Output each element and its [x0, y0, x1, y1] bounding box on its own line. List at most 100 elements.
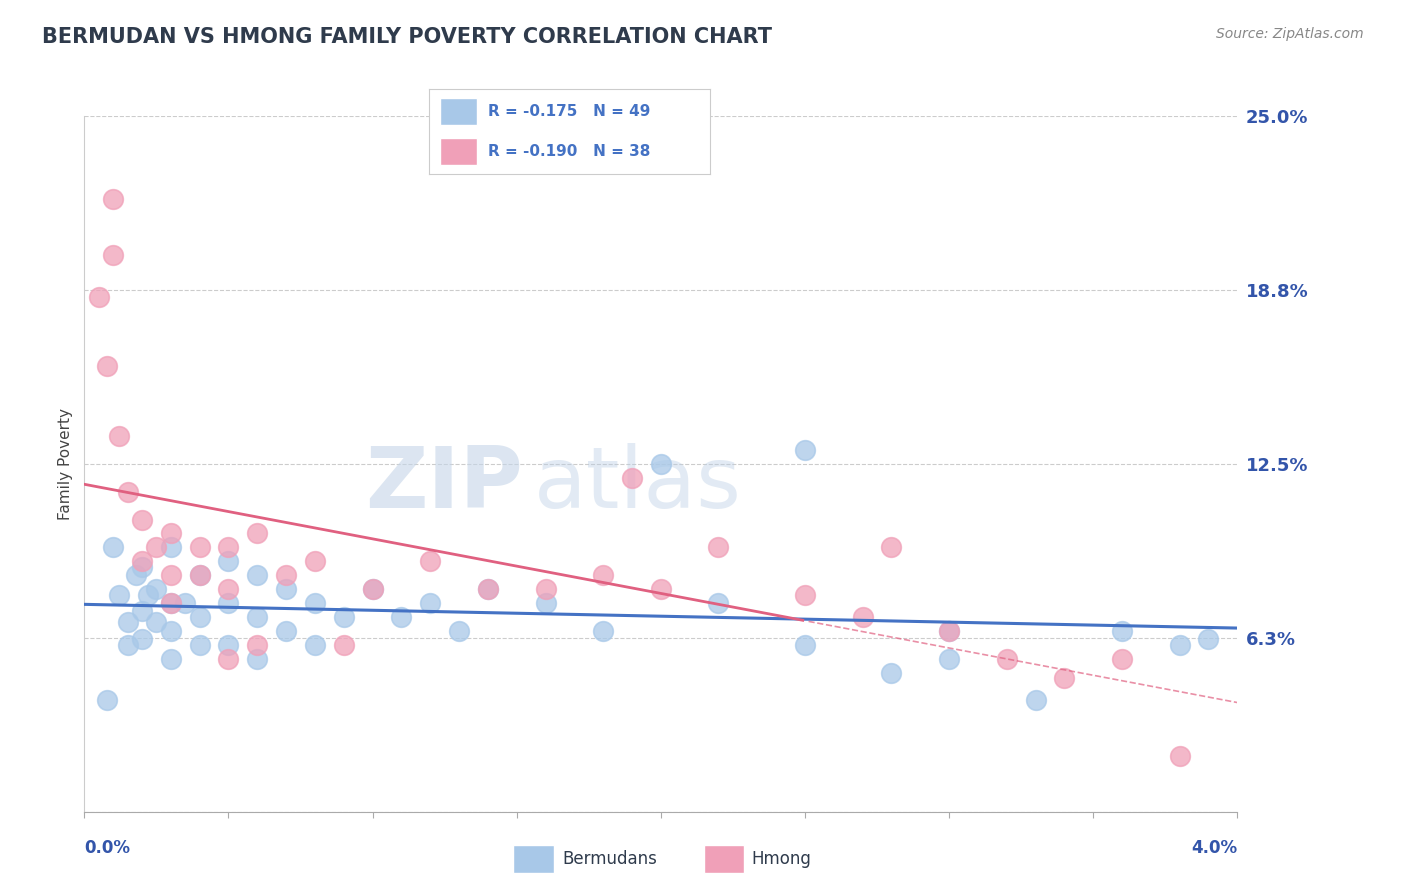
- Point: [276, 582, 298, 596]
- Point: [477, 582, 499, 596]
- Point: [218, 638, 240, 652]
- Point: [794, 588, 817, 602]
- Point: [218, 554, 240, 568]
- Point: [304, 554, 326, 568]
- Point: [218, 651, 240, 665]
- Point: [361, 582, 384, 596]
- Point: [188, 568, 211, 582]
- Point: [707, 541, 730, 555]
- Point: [103, 541, 124, 555]
- Point: [852, 610, 875, 624]
- FancyBboxPatch shape: [513, 845, 554, 872]
- Point: [117, 484, 139, 499]
- Point: [160, 651, 183, 665]
- Text: Hmong: Hmong: [751, 849, 811, 868]
- Point: [160, 526, 183, 541]
- Point: [938, 651, 960, 665]
- Point: [534, 582, 557, 596]
- Point: [117, 615, 139, 630]
- FancyBboxPatch shape: [440, 138, 477, 165]
- Point: [145, 615, 167, 630]
- Text: 4.0%: 4.0%: [1191, 839, 1237, 857]
- Point: [449, 624, 471, 638]
- Point: [880, 665, 903, 680]
- Point: [333, 638, 356, 652]
- Text: BERMUDAN VS HMONG FAMILY POVERTY CORRELATION CHART: BERMUDAN VS HMONG FAMILY POVERTY CORRELA…: [42, 27, 772, 46]
- Point: [276, 568, 298, 582]
- Text: ZIP: ZIP: [364, 443, 523, 526]
- Point: [131, 512, 153, 526]
- Point: [246, 651, 269, 665]
- Point: [534, 596, 557, 610]
- Point: [1111, 651, 1133, 665]
- Point: [103, 193, 124, 207]
- Point: [131, 632, 153, 647]
- Point: [188, 568, 211, 582]
- FancyBboxPatch shape: [703, 845, 744, 872]
- Point: [87, 290, 110, 304]
- Point: [477, 582, 499, 596]
- Point: [794, 442, 817, 457]
- Point: [160, 541, 183, 555]
- Point: [160, 596, 183, 610]
- Point: [419, 554, 441, 568]
- Point: [938, 624, 960, 638]
- Point: [145, 582, 167, 596]
- Point: [1198, 632, 1220, 647]
- Point: [108, 588, 131, 602]
- Point: [188, 638, 211, 652]
- Point: [1025, 693, 1047, 707]
- Point: [96, 359, 118, 374]
- Y-axis label: Family Poverty: Family Poverty: [58, 408, 73, 520]
- Point: [246, 638, 269, 652]
- Point: [650, 582, 672, 596]
- Point: [246, 568, 269, 582]
- Text: R = -0.175   N = 49: R = -0.175 N = 49: [488, 103, 650, 119]
- Point: [621, 471, 644, 485]
- Point: [246, 610, 269, 624]
- Point: [160, 596, 183, 610]
- Point: [136, 588, 159, 602]
- Point: [160, 568, 183, 582]
- Point: [108, 429, 131, 443]
- Point: [995, 651, 1018, 665]
- Point: [174, 596, 197, 610]
- Point: [361, 582, 384, 596]
- Point: [391, 610, 413, 624]
- Point: [246, 526, 269, 541]
- Point: [707, 596, 730, 610]
- Point: [650, 457, 672, 471]
- Point: [794, 638, 817, 652]
- Point: [304, 638, 326, 652]
- Point: [103, 248, 124, 262]
- Point: [218, 582, 240, 596]
- Point: [333, 610, 356, 624]
- Point: [160, 624, 183, 638]
- Point: [1053, 671, 1076, 685]
- Point: [188, 541, 211, 555]
- Point: [880, 541, 903, 555]
- Point: [419, 596, 441, 610]
- Point: [592, 568, 614, 582]
- FancyBboxPatch shape: [440, 98, 477, 125]
- Point: [1168, 749, 1191, 764]
- Point: [131, 559, 153, 574]
- Text: Bermudans: Bermudans: [562, 849, 658, 868]
- Point: [1168, 638, 1191, 652]
- Point: [276, 624, 298, 638]
- Point: [218, 596, 240, 610]
- Point: [131, 554, 153, 568]
- Text: atlas: atlas: [534, 443, 742, 526]
- Point: [125, 568, 148, 582]
- Point: [117, 638, 139, 652]
- Point: [592, 624, 614, 638]
- Point: [96, 693, 118, 707]
- Text: 0.0%: 0.0%: [84, 839, 131, 857]
- Point: [938, 624, 960, 638]
- Point: [304, 596, 326, 610]
- Point: [188, 610, 211, 624]
- Text: R = -0.190   N = 38: R = -0.190 N = 38: [488, 145, 650, 160]
- Point: [131, 604, 153, 618]
- Point: [1111, 624, 1133, 638]
- Point: [218, 541, 240, 555]
